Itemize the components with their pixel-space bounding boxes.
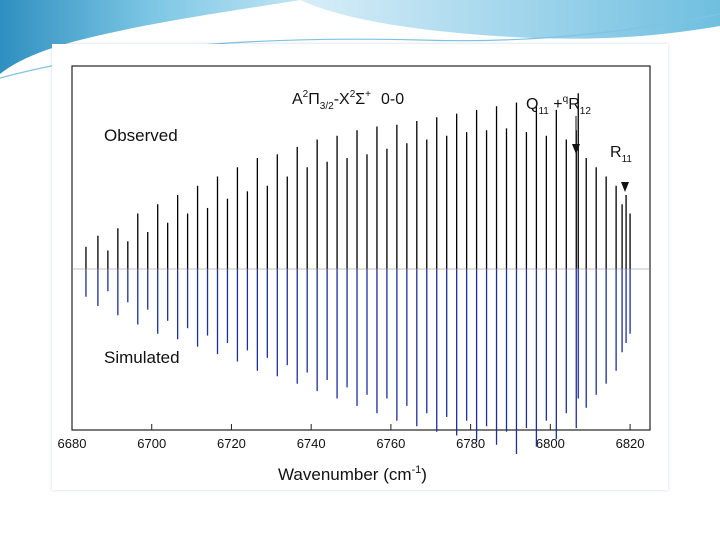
x-tick-label: 6800 [536,436,565,451]
x-axis-label: Wavenumber (cm-1) [278,464,427,484]
observed-label: Observed [104,126,178,145]
x-tick-label: 6720 [217,436,246,451]
plot-frame [71,65,651,431]
simulated-series [85,269,631,454]
chart-title: A2Π3/2-X2Σ+ 0-0 [292,89,404,112]
annotation-qr-label: Q11 +qR12 [526,94,591,117]
annotation-r11-label: R11 [610,144,632,165]
x-tick-label: 6760 [376,436,405,451]
x-tick-label: 6700 [137,436,166,451]
figure-panel: 6680 6700 6720 6740 6760 6780 6800 6820 Observe… [52,44,668,490]
x-tick-label: 6780 [456,436,485,451]
x-tick-label: 6820 [616,436,645,451]
spectrum-chart: 6680 6700 6720 6740 6760 6780 6800 6820 Observe… [58,65,651,484]
header-wave-right [300,0,720,39]
simulated-label: Simulated [104,348,180,367]
x-tick-label: 6740 [297,436,326,451]
annotation-qr-arrowhead [572,144,580,154]
annotation-r11-arrowhead [621,182,629,192]
observed-series [85,93,631,269]
header-wave-left [0,0,300,74]
x-tick-label: 6680 [58,436,87,451]
